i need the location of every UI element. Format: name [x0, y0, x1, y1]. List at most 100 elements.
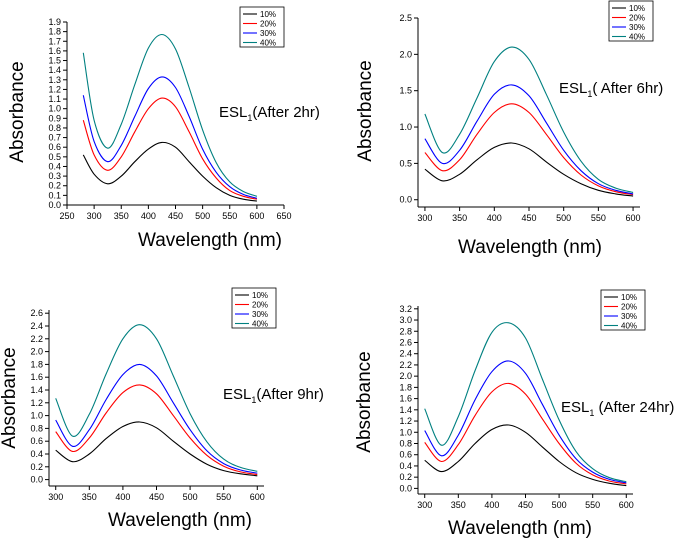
y-axis-label: Absorbance: [354, 351, 375, 452]
series-line-10pct: [55, 421, 258, 477]
x-tick-label: 350: [452, 213, 467, 223]
y-tick-label: 1.4: [48, 65, 61, 75]
legend-label: 10%: [621, 293, 637, 302]
series-line-40pct: [55, 324, 258, 472]
legend-label: 40%: [621, 322, 637, 331]
y-tick-label: 2.4: [399, 349, 412, 359]
x-tick-label: 400: [484, 500, 499, 510]
x-tick-label: 550: [222, 211, 237, 221]
y-tick-label: 0.6: [48, 142, 61, 152]
y-tick-label: 0.6: [399, 450, 412, 460]
legend: 10%20%30%40%: [608, 0, 654, 42]
y-tick-label: 0.2: [399, 472, 412, 482]
y-tick-label: 0.0: [48, 200, 61, 210]
legend-label: 20%: [252, 301, 268, 310]
y-tick-label: 1.1: [48, 94, 61, 104]
y-tick-label: 1.8: [399, 382, 412, 392]
x-tick-label: 300: [417, 500, 432, 510]
y-tick-label: 2.6: [30, 308, 43, 318]
series-line-30pct: [424, 360, 627, 484]
y-tick-label: 2.5: [399, 13, 412, 23]
panel-annotation: ESL1 (After 24hr): [561, 399, 674, 418]
y-axis-label: Absorbance: [0, 347, 20, 448]
legend-label: 30%: [629, 23, 645, 32]
x-tick-label: 450: [168, 211, 183, 221]
x-axis-label: Wavelength (nm): [108, 510, 252, 531]
y-tick-label: 1.2: [399, 416, 412, 426]
chart-panel-2hr: 250 300 350 400 450 500 550 600 6500.00.10.20.30…: [7, 6, 320, 251]
chart-panel-9hr: 300 350 400 450 500 550 600 0.0 0.2 0.4 0.6 0.8 1.0 1…: [0, 287, 324, 531]
y-tick-label: 1.2: [48, 84, 61, 94]
x-tick-label: 450: [149, 492, 164, 502]
x-tick-label: 500: [183, 492, 198, 502]
y-tick-label: 1.5: [399, 86, 412, 96]
chart-panel-24hr: 300 350 400 450 500 550 6000.00.20.40.60.81.01…: [354, 289, 674, 539]
series-line-40pct: [424, 322, 627, 483]
y-tick-label: 2.2: [399, 360, 412, 370]
series-line-10pct: [82, 141, 257, 202]
y-tick-label: 0.0: [30, 475, 43, 485]
y-tick-label: 0.8: [30, 423, 43, 433]
y-tick-label: 0.3: [48, 171, 61, 181]
legend: 10%20%30%40%: [231, 287, 277, 329]
y-tick-label: 2.0: [30, 347, 43, 357]
x-tick-label: 600: [619, 500, 634, 510]
x-tick-label: 600: [249, 211, 264, 221]
legend-label: 30%: [621, 312, 637, 321]
legend-label: 20%: [260, 20, 276, 29]
y-tick-label: 0.8: [48, 123, 61, 133]
y-tick-label: 1.4: [30, 385, 43, 395]
y-tick-label: 0.2: [48, 181, 61, 191]
x-tick-label: 250: [59, 211, 74, 221]
panel-annotation: ESL1(After 2hr): [219, 104, 320, 123]
y-axis-label: Absorbance: [355, 60, 376, 161]
y-tick-label: 2.0: [399, 49, 412, 59]
y-tick-label: 0.2: [30, 462, 43, 472]
y-tick-label: 1.0: [48, 104, 61, 114]
y-tick-label: 0.5: [48, 152, 61, 162]
legend-label: 40%: [260, 39, 276, 48]
series-line-20pct: [82, 97, 258, 200]
y-tick-label: 1.3: [48, 75, 61, 85]
y-tick-label: 2.4: [30, 321, 43, 331]
y-tick-label: 1.4: [399, 405, 412, 415]
legend-label: 30%: [260, 29, 276, 38]
y-tick-label: 1.0: [399, 122, 412, 132]
y-tick-label: 1.2: [30, 398, 43, 408]
y-tick-label: 2.8: [399, 326, 412, 336]
legend-label: 10%: [260, 10, 276, 19]
x-tick-label: 450: [518, 500, 533, 510]
x-tick-label: 350: [82, 492, 97, 502]
y-tick-label: 0.6: [30, 436, 43, 446]
legend: 10%20%30%40%: [600, 289, 646, 331]
legend: 10%20%30%40%: [239, 6, 285, 48]
y-tick-label: 1.6: [48, 46, 61, 56]
y-tick-label: 1.5: [48, 56, 61, 66]
x-axis-label: Wavelength (nm): [448, 518, 592, 539]
series-line-10pct: [424, 424, 627, 487]
y-tick-label: 1.6: [30, 372, 43, 382]
y-tick-label: 3.2: [399, 304, 412, 314]
series-line-30pct: [424, 84, 634, 195]
series-line-20pct: [424, 103, 634, 196]
y-axis-label: Absorbance: [7, 61, 28, 162]
x-tick-label: 300: [87, 211, 102, 221]
series-line-10pct: [424, 142, 634, 197]
y-tick-label: 1.7: [48, 36, 61, 46]
y-tick-label: 0.5: [399, 158, 412, 168]
legend-label: 20%: [621, 303, 637, 312]
y-tick-label: 1.8: [30, 359, 43, 369]
legend-label: 40%: [252, 320, 268, 329]
x-axis-label: Wavelength (nm): [458, 237, 602, 258]
x-tick-label: 550: [216, 492, 231, 502]
series-line-20pct: [424, 382, 627, 485]
series-line-30pct: [82, 76, 258, 199]
y-tick-label: 0.7: [48, 133, 61, 143]
y-tick-label: 2.6: [399, 337, 412, 347]
x-tick-label: 350: [114, 211, 129, 221]
series-line-30pct: [55, 363, 258, 474]
x-tick-label: 650: [276, 211, 291, 221]
x-axis-label: Wavelength (nm): [138, 230, 282, 251]
y-tick-label: 0.4: [48, 161, 61, 171]
y-tick-label: 1.0: [399, 427, 412, 437]
